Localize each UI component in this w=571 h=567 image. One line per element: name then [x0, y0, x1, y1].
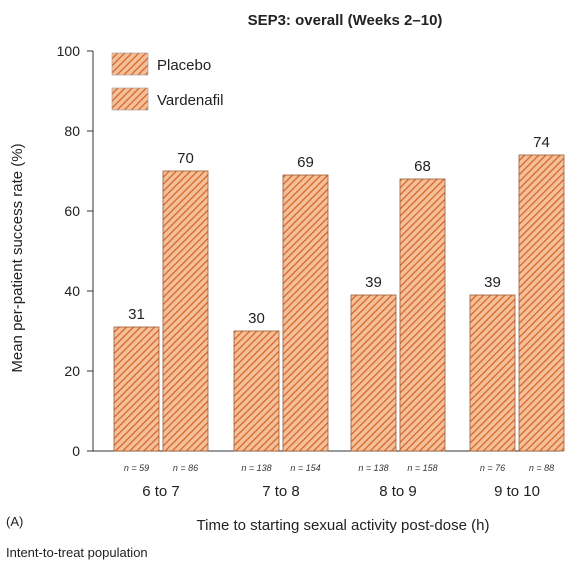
y-tick-label: 60	[64, 203, 80, 219]
y-tick-label: 80	[64, 123, 80, 139]
x-axis-categories: n = 59 n = 86 6 to 7 n = 138 n = 154 7 to 8 n …	[124, 463, 554, 500]
y-tick-label: 40	[64, 283, 80, 299]
data-label: 39	[484, 274, 501, 291]
x-category-label: 9 to 10	[494, 483, 540, 500]
n-label: n = 158	[407, 463, 437, 473]
x-category-label: 7 to 8	[262, 483, 300, 500]
data-label: 39	[365, 274, 382, 291]
footnote: Intent-to-treat population	[6, 545, 148, 560]
bar-vardenafil-1	[162, 170, 209, 452]
legend-label-vardenafil: Vardenafil	[157, 92, 223, 109]
bar-vardenafil-2	[282, 174, 329, 452]
bar-vardenafil-4	[518, 154, 565, 452]
data-label: 74	[533, 134, 550, 151]
data-label: 69	[297, 154, 314, 171]
bar-placebo-3	[350, 294, 397, 452]
x-axis-label: Time to starting sexual activity post-do…	[197, 517, 490, 534]
legend-swatch-vardenafil	[111, 87, 149, 111]
bar-placebo-1	[113, 326, 160, 452]
legend-label-placebo: Placebo	[157, 57, 211, 74]
n-label: n = 154	[290, 463, 320, 473]
x-category-label: 8 to 9	[379, 483, 417, 500]
y-tick-label: 20	[64, 363, 80, 379]
data-label: 68	[414, 158, 431, 175]
x-category-label: 6 to 7	[142, 483, 180, 500]
y-tick-label: 100	[57, 43, 81, 59]
y-tick-label: 0	[72, 443, 80, 459]
bar-placebo-2	[233, 330, 280, 452]
n-label: n = 138	[358, 463, 388, 473]
bar-placebo-4	[469, 294, 516, 452]
bars-group: 31 70 30 69 39 68 39 74	[113, 134, 565, 452]
n-label: n = 76	[480, 463, 505, 473]
n-label: n = 86	[173, 463, 198, 473]
data-label: 31	[128, 306, 145, 323]
bar-vardenafil-3	[399, 178, 446, 452]
n-label: n = 138	[241, 463, 271, 473]
data-label: 70	[177, 150, 194, 167]
n-label: n = 88	[529, 463, 554, 473]
data-label: 30	[248, 310, 265, 327]
y-axis-label: Mean per-patient success rate (%)	[9, 143, 26, 372]
legend: Placebo Vardenafil	[111, 52, 223, 111]
n-label: n = 59	[124, 463, 149, 473]
panel-label: (A)	[6, 514, 23, 529]
chart-title: SEP3: overall (Weeks 2–10)	[248, 12, 443, 29]
legend-swatch-placebo	[111, 52, 149, 76]
